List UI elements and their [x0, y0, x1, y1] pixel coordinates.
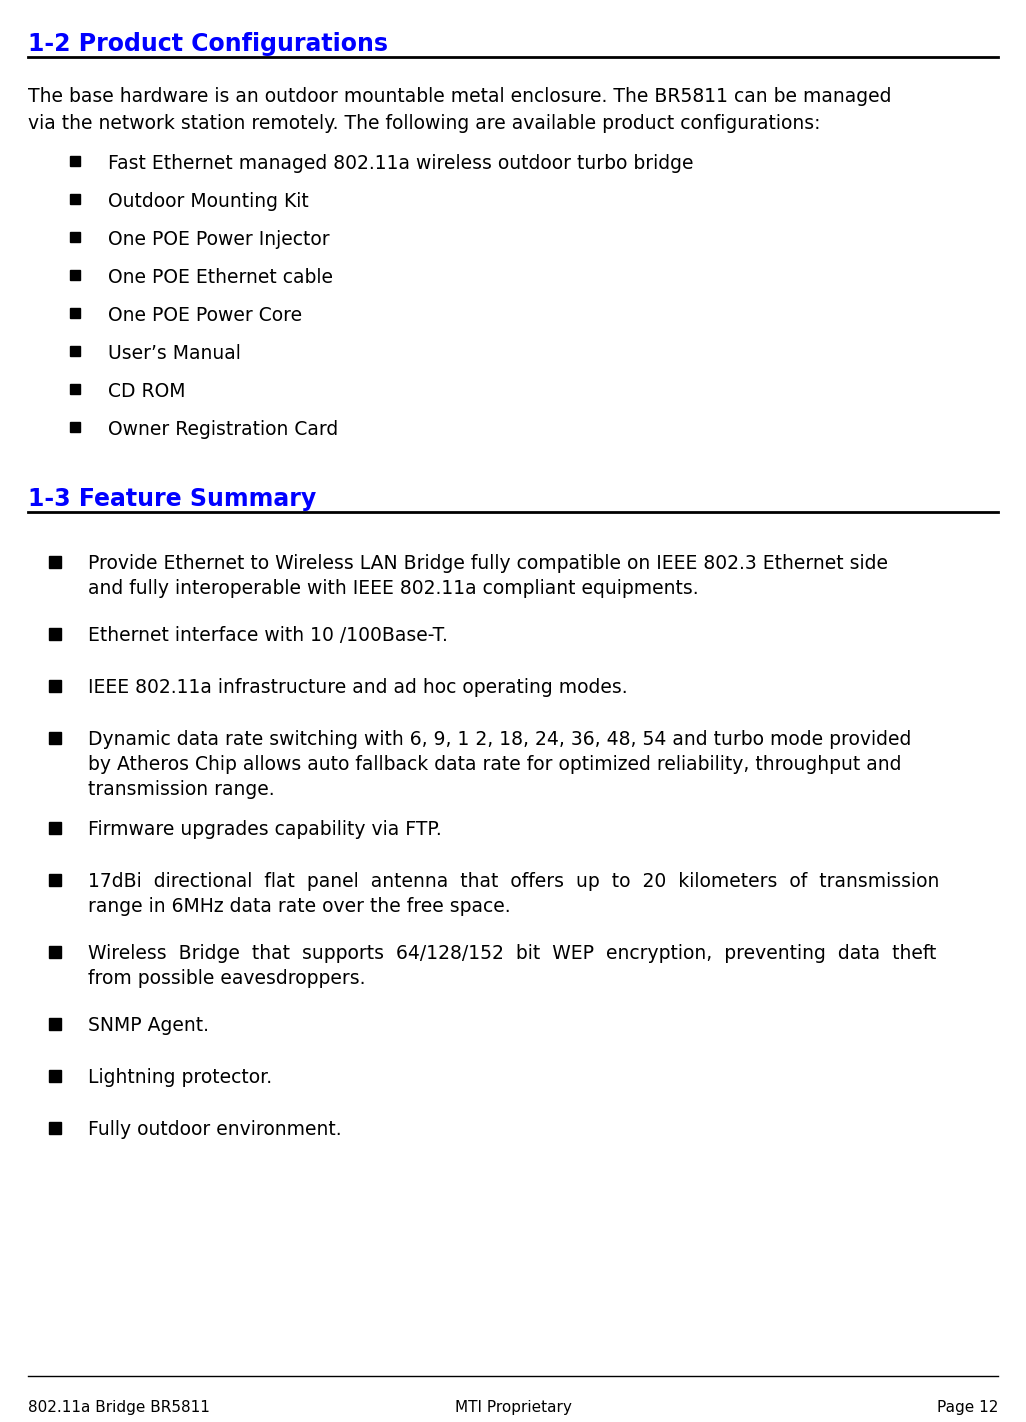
- Text: Page 12: Page 12: [937, 1401, 998, 1415]
- Text: One POE Power Core: One POE Power Core: [108, 306, 302, 326]
- FancyBboxPatch shape: [49, 680, 61, 693]
- FancyBboxPatch shape: [49, 732, 61, 744]
- FancyBboxPatch shape: [70, 346, 80, 356]
- FancyBboxPatch shape: [70, 193, 80, 203]
- Text: Owner Registration Card: Owner Registration Card: [108, 419, 339, 439]
- Text: IEEE 802.11a infrastructure and ad hoc operating modes.: IEEE 802.11a infrastructure and ad hoc o…: [88, 678, 628, 697]
- FancyBboxPatch shape: [70, 270, 80, 280]
- Text: SNMP Agent.: SNMP Agent.: [88, 1015, 209, 1035]
- FancyBboxPatch shape: [49, 822, 61, 833]
- Text: Provide Ethernet to Wireless LAN Bridge fully compatible on IEEE 802.3 Ethernet : Provide Ethernet to Wireless LAN Bridge …: [88, 555, 887, 599]
- FancyBboxPatch shape: [70, 384, 80, 394]
- Text: The base hardware is an outdoor mountable metal enclosure. The BR5811 can be man: The base hardware is an outdoor mountabl…: [28, 87, 892, 107]
- Text: Outdoor Mounting Kit: Outdoor Mounting Kit: [108, 192, 309, 210]
- Text: Wireless  Bridge  that  supports  64/128/152  bit  WEP  encryption,  preventing : Wireless Bridge that supports 64/128/152…: [88, 944, 937, 988]
- Text: via the network station remotely. The following are available product configurat: via the network station remotely. The fo…: [28, 114, 821, 134]
- Text: One POE Ethernet cable: One POE Ethernet cable: [108, 267, 333, 287]
- FancyBboxPatch shape: [70, 309, 80, 319]
- Text: MTI Proprietary: MTI Proprietary: [455, 1401, 571, 1415]
- Text: 1-2 Product Configurations: 1-2 Product Configurations: [28, 33, 388, 55]
- FancyBboxPatch shape: [49, 1018, 61, 1030]
- Text: Lightning protector.: Lightning protector.: [88, 1068, 272, 1086]
- FancyBboxPatch shape: [49, 875, 61, 886]
- FancyBboxPatch shape: [49, 629, 61, 640]
- FancyBboxPatch shape: [49, 1069, 61, 1082]
- Text: 802.11a Bridge BR5811: 802.11a Bridge BR5811: [28, 1401, 210, 1415]
- FancyBboxPatch shape: [70, 156, 80, 166]
- Text: 17dBi  directional  flat  panel  antenna  that  offers  up  to  20  kilometers  : 17dBi directional flat panel antenna tha…: [88, 872, 940, 916]
- Text: CD ROM: CD ROM: [108, 383, 186, 401]
- Text: 1-3 Feature Summary: 1-3 Feature Summary: [28, 486, 316, 510]
- Text: Ethernet interface with 10 /100Base-T.: Ethernet interface with 10 /100Base-T.: [88, 626, 448, 646]
- FancyBboxPatch shape: [70, 422, 80, 432]
- Text: Firmware upgrades capability via FTP.: Firmware upgrades capability via FTP.: [88, 820, 442, 839]
- FancyBboxPatch shape: [70, 232, 80, 242]
- Text: User’s Manual: User’s Manual: [108, 344, 241, 363]
- Text: Fully outdoor environment.: Fully outdoor environment.: [88, 1121, 342, 1139]
- Text: Dynamic data rate switching with 6, 9, 1 2, 18, 24, 36, 48, 54 and turbo mode pr: Dynamic data rate switching with 6, 9, 1…: [88, 729, 911, 799]
- FancyBboxPatch shape: [49, 946, 61, 958]
- Text: One POE Power Injector: One POE Power Injector: [108, 230, 329, 249]
- FancyBboxPatch shape: [49, 1122, 61, 1133]
- Text: Fast Ethernet managed 802.11a wireless outdoor turbo bridge: Fast Ethernet managed 802.11a wireless o…: [108, 154, 694, 173]
- FancyBboxPatch shape: [49, 556, 61, 567]
